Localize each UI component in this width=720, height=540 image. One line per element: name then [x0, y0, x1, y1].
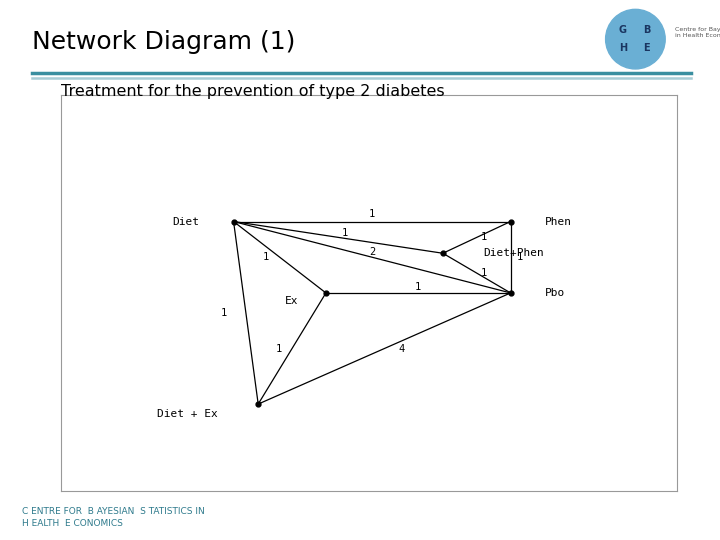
Text: Treatment for the prevention of type 2 diabetes: Treatment for the prevention of type 2 d…: [61, 84, 445, 99]
Text: Diet: Diet: [173, 217, 199, 226]
Text: Diet + Ex: Diet + Ex: [158, 409, 218, 419]
Text: Diet+Phen: Diet+Phen: [483, 248, 544, 258]
Text: 1: 1: [341, 228, 348, 238]
Text: 2: 2: [369, 247, 375, 258]
Text: G: G: [619, 25, 627, 35]
Text: 1: 1: [369, 210, 375, 219]
Text: Centre for Bayesian Statistics
in Health Economics: Centre for Bayesian Statistics in Health…: [675, 27, 720, 38]
Text: 1: 1: [221, 308, 228, 318]
Text: B: B: [643, 25, 650, 35]
Text: 1: 1: [275, 343, 282, 354]
Text: 1: 1: [481, 232, 487, 242]
Text: Network Diagram (1): Network Diagram (1): [32, 30, 296, 53]
Text: H EALTH  E CONOMICS: H EALTH E CONOMICS: [22, 519, 122, 529]
Text: Ex: Ex: [284, 296, 298, 306]
Text: Pbo: Pbo: [544, 288, 564, 298]
Text: E: E: [643, 43, 650, 53]
Text: Phen: Phen: [544, 217, 572, 226]
Text: 1: 1: [263, 252, 269, 262]
Text: C ENTRE FOR  B AYESIAN  S TATISTICS IN: C ENTRE FOR B AYESIAN S TATISTICS IN: [22, 507, 204, 516]
Text: 1: 1: [517, 252, 523, 262]
Circle shape: [606, 9, 665, 69]
Text: 1: 1: [481, 268, 487, 278]
Text: 4: 4: [398, 343, 405, 354]
Text: H: H: [619, 43, 627, 53]
Text: 1: 1: [415, 281, 421, 292]
